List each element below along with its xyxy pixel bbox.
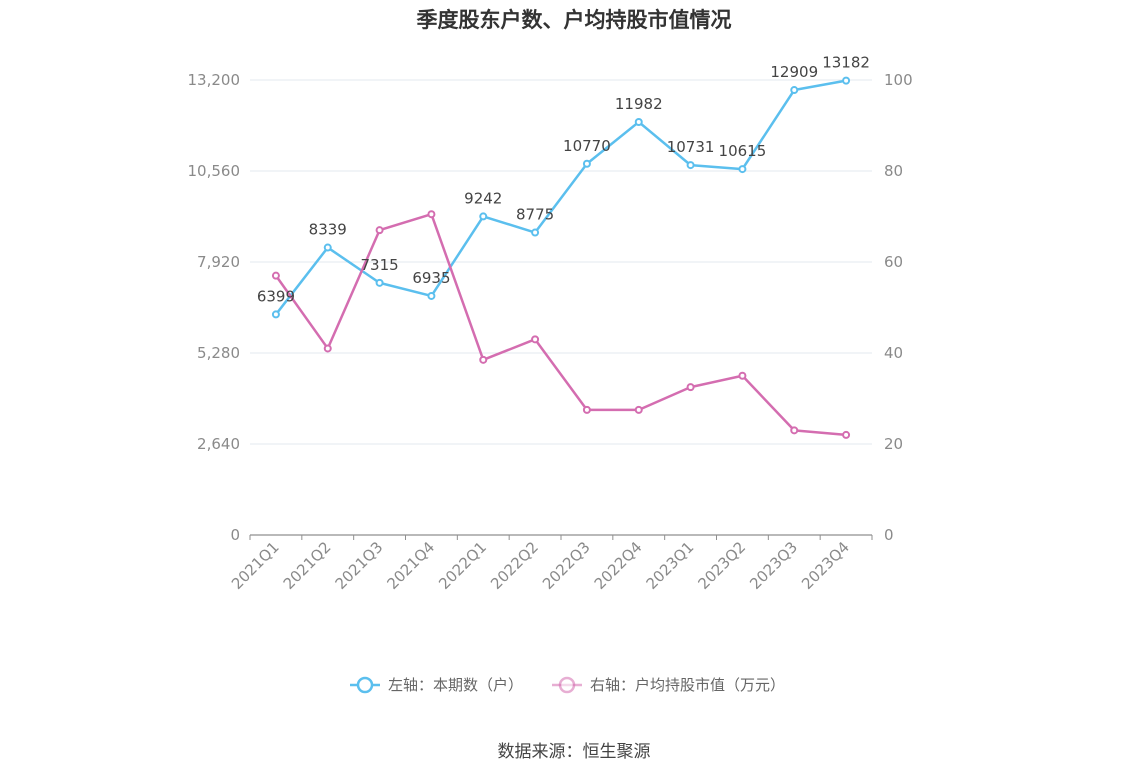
legend-label: 右轴：户均持股市值（万元） [590,676,785,694]
legend: 左轴：本期数（户） 右轴：户均持股市值（万元） [350,676,785,694]
data-point [790,426,799,435]
data-point [686,161,695,170]
right-tick-label: 60 [884,253,903,271]
data-label: 8339 [309,221,347,239]
right-tick-label: 80 [884,162,903,180]
left-tick-label: 7,920 [197,253,240,271]
data-label: 6935 [412,269,450,287]
legend-swatch-marker [356,676,374,694]
left-tick-label: 2,640 [197,435,240,453]
right-tick-label: 40 [884,344,903,362]
data-point [634,117,643,126]
data-label: 11982 [615,95,663,113]
data-point [842,76,851,85]
x-tick-label: 2023Q1 [643,538,698,593]
data-label: 13182 [822,54,870,72]
grid-lines [250,79,872,445]
data-point [738,165,747,174]
data-point [531,335,540,344]
data-point [531,228,540,237]
data-label: 10731 [667,138,715,156]
series-line [274,79,847,316]
source-note: 数据来源：恒生聚源 [497,742,651,762]
data-point [738,371,747,380]
data-point [375,278,384,287]
data-point [686,383,695,392]
data-label: 10770 [563,137,611,155]
left-axis-ticks: 0 2,640 5,280 7,920 10,560 13,200 [188,71,241,544]
data-point [842,430,851,439]
legend-label: 左轴：本期数（户） [388,676,523,694]
right-tick-label: 100 [884,71,913,89]
legend-swatch-marker [558,676,576,694]
data-label: 10615 [719,142,767,160]
data-point [375,226,384,235]
data-point [323,344,332,353]
data-point [271,271,280,280]
data-label: 9242 [464,189,502,207]
data-point [271,310,280,319]
data-label: 6399 [257,287,295,305]
data-point [582,405,591,414]
data-point [427,291,436,300]
chart-title: 季度股东户数、户均持股市值情况 [416,8,732,32]
series-lines [271,76,851,439]
x-tick-label: 2023Q2 [694,538,749,593]
left-tick-label: 0 [230,526,240,544]
x-tick-label: 2021Q2 [280,538,335,593]
x-tick-label: 2022Q3 [539,538,594,593]
data-point [634,405,643,414]
x-tick-label: 2022Q2 [487,538,542,593]
right-axis-ticks: 0 20 40 60 80 100 [884,71,913,544]
left-tick-label: 13,200 [188,71,241,89]
x-tick-label: 2021Q3 [332,538,387,593]
series-line [274,212,847,437]
data-point [479,212,488,221]
data-point [479,355,488,364]
data-label: 7315 [360,256,398,274]
right-tick-label: 0 [884,526,894,544]
data-point [323,243,332,252]
data-point [790,86,799,95]
x-tick-label: 2022Q1 [435,538,490,593]
data-point [582,159,591,168]
x-axis: 2021Q12021Q22021Q32021Q42022Q12022Q22022… [228,534,873,593]
x-tick-label: 2023Q3 [746,538,801,593]
data-point [427,210,436,219]
left-tick-label: 5,280 [197,344,240,362]
data-label: 12909 [770,63,818,81]
left-tick-label: 10,560 [188,162,241,180]
x-tick-label: 2022Q4 [591,538,646,593]
x-tick-label: 2023Q4 [798,538,853,593]
data-label: 8775 [516,206,554,224]
x-tick-label: 2021Q1 [228,538,283,593]
x-tick-label: 2021Q4 [383,538,438,593]
right-tick-label: 20 [884,435,903,453]
